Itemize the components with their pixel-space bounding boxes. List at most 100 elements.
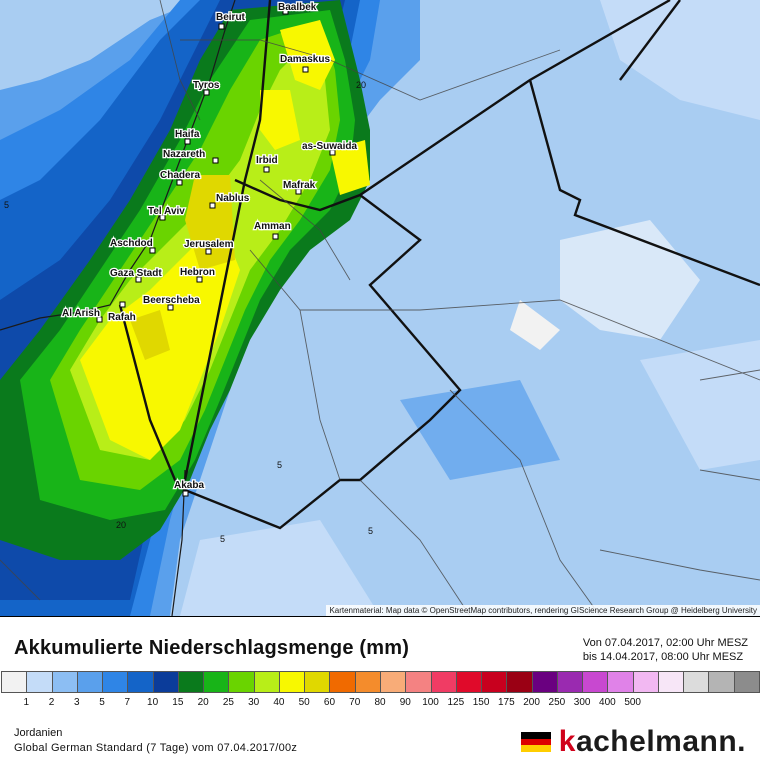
precip-patch-white — [510, 300, 560, 350]
legend-tick-label: 500 — [624, 697, 641, 708]
city-rafah[interactable]: Rafah — [107, 301, 137, 324]
precip-max-olive — [130, 310, 170, 360]
precip-patch-light-ne — [600, 0, 760, 120]
city-beirut[interactable]: Beirut — [215, 11, 247, 30]
city-beerscheba[interactable]: Beerscheba — [142, 294, 201, 311]
city-label: Tel Aviv — [148, 206, 185, 217]
legend-swatch — [27, 672, 53, 692]
contour-label: 20 — [116, 520, 126, 530]
legend-tick-label: 100 — [422, 697, 439, 708]
legend-swatch — [482, 672, 508, 692]
legend-swatch — [406, 672, 432, 692]
city-gaza-stadt[interactable]: Gaza Stadt — [109, 267, 164, 283]
city-irbid[interactable]: Irbid — [255, 154, 279, 173]
legend-swatch — [254, 672, 280, 692]
legend-tick-label: 3 — [74, 697, 80, 708]
coastline — [0, 0, 236, 331]
contour-label: 5 — [368, 526, 373, 536]
legend-swatch — [279, 672, 306, 692]
legend-swatch — [431, 672, 457, 692]
legend-swatch — [583, 672, 609, 692]
brand-k: k — [558, 725, 576, 758]
legend-tick-label: 40 — [273, 697, 285, 708]
legend-swatch — [709, 672, 735, 692]
city-amman[interactable]: Amman — [253, 220, 292, 240]
city-mafrak[interactable]: Mafrak — [282, 179, 317, 195]
city-as-suwaida[interactable]: as-Suwaida — [301, 140, 359, 156]
precip-patch-light-s — [180, 520, 380, 616]
contour-label: 20 — [356, 80, 366, 90]
city-nablus[interactable]: Nablus — [209, 192, 251, 209]
legend-tick-label: 150 — [472, 697, 490, 708]
country-borders — [118, 0, 760, 530]
city-label: Akaba — [174, 480, 204, 491]
city-label: Gaza Stadt — [110, 268, 162, 279]
precip-max-yellow-golan — [260, 90, 300, 150]
german-flag-icon — [520, 732, 551, 753]
contour-label: 5 — [4, 200, 9, 210]
city-baalbek[interactable]: Baalbek — [277, 1, 318, 15]
legend-tick-label: 200 — [523, 697, 540, 708]
legend-swatch — [52, 672, 78, 692]
legend-tick-label: 60 — [323, 697, 336, 708]
legend-tick-label: 250 — [548, 697, 566, 708]
legend-tick-label: 125 — [447, 697, 465, 708]
precipitation-map[interactable]: Beirut Baalbek Damaskus Tyros Haifa Naza… — [0, 0, 760, 616]
legend-tick-label: 80 — [374, 697, 386, 708]
city-chadera[interactable]: Chadera — [159, 169, 202, 186]
city-label: Al Arish — [62, 308, 100, 319]
legend-swatch — [229, 672, 255, 692]
legend-tick-label: 90 — [399, 697, 411, 708]
legend-swatch — [103, 672, 129, 692]
legend-swatch — [532, 672, 558, 692]
legend-swatch — [128, 672, 154, 692]
brand-rest: achelmann. — [575, 725, 746, 758]
legend-swatch — [608, 672, 634, 692]
legend-tick-label: 30 — [248, 697, 260, 708]
color-scale-legend — [1, 671, 760, 693]
legend-swatch — [380, 672, 407, 692]
city-tel-aviv[interactable]: Tel Aviv — [147, 205, 187, 221]
brand-name: kachelmann. — [559, 725, 746, 759]
city-aschdod[interactable]: Aschdod — [109, 237, 156, 254]
city-haifa[interactable]: Haifa — [174, 128, 201, 145]
city-hebron[interactable]: Hebron — [179, 266, 216, 283]
forecast-period: Von 07.04.2017, 02:00 Uhr MESZ bis 14.04… — [583, 636, 748, 664]
contour-label: 5 — [220, 534, 225, 544]
city-tyros[interactable]: Tyros — [192, 79, 221, 96]
brand-logo[interactable]: kachelmann. — [520, 725, 746, 759]
legend-swatch — [684, 672, 710, 692]
legend-tick-label: 5 — [99, 697, 105, 708]
city-damaskus[interactable]: Damaskus — [279, 53, 332, 73]
precip-patch-light-e — [640, 340, 760, 470]
map-attribution: Kartenmaterial: Map data © OpenStreetMap… — [326, 605, 760, 616]
city-jerusalem[interactable]: Jerusalem — [183, 238, 235, 255]
city-nazareth[interactable]: Nazareth — [162, 148, 219, 164]
city-akaba[interactable]: Akaba — [173, 479, 206, 497]
period-from: Von 07.04.2017, 02:00 Uhr MESZ — [582, 637, 748, 649]
period-to: bis 14.04.2017, 08:00 Uhr MESZ — [582, 651, 744, 663]
city-label: Nablus — [216, 193, 250, 204]
city-al-arish[interactable]: Al Arish — [61, 307, 103, 323]
city-label: Baalbek — [278, 2, 317, 13]
legend-swatch — [330, 672, 356, 692]
city-label: Nazareth — [163, 149, 205, 160]
legend-swatch — [305, 672, 331, 692]
legend-swatch — [204, 672, 230, 692]
city-label: Beirut — [216, 12, 246, 23]
legend-swatch — [507, 672, 533, 692]
legend-swatch — [658, 672, 685, 692]
legend-tick-label: 1 — [23, 697, 30, 708]
legend-swatch — [153, 672, 179, 692]
legend-tick-label: 300 — [573, 697, 591, 708]
city-label: Amman — [254, 221, 291, 232]
legend-tick-label: 7 — [124, 697, 131, 708]
city-label: Jerusalem — [184, 239, 234, 250]
legend-swatch — [456, 672, 483, 692]
legend-tick-label: 20 — [197, 697, 209, 708]
legend-swatch — [355, 672, 381, 692]
city-label: as-Suwaida — [302, 141, 357, 152]
color-scale-ticks: 1 2 3 5 7 10 15 20 25 30 40 50 60 70 80 90 100 125 150 175 2… — [1, 697, 759, 711]
precip-max-olive-westbank — [185, 175, 235, 270]
city-markers: Beirut Baalbek Damaskus Tyros Haifa Naza… — [61, 1, 359, 497]
